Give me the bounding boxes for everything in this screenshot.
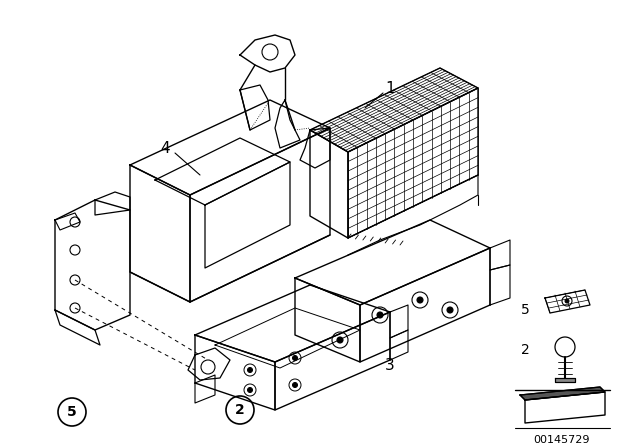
Circle shape xyxy=(417,297,423,303)
Circle shape xyxy=(248,388,253,392)
Circle shape xyxy=(565,299,569,303)
Circle shape xyxy=(292,383,298,388)
Text: 2: 2 xyxy=(520,343,529,357)
Text: 4: 4 xyxy=(160,141,170,155)
Polygon shape xyxy=(555,378,575,382)
Circle shape xyxy=(292,356,298,361)
Text: 1: 1 xyxy=(385,81,395,95)
Circle shape xyxy=(447,307,453,313)
Text: 3: 3 xyxy=(385,358,395,372)
Circle shape xyxy=(248,367,253,372)
Circle shape xyxy=(337,337,343,343)
Polygon shape xyxy=(520,387,605,400)
Text: 2: 2 xyxy=(235,403,245,417)
Text: 00145729: 00145729 xyxy=(534,435,590,445)
Circle shape xyxy=(377,312,383,318)
Text: 5: 5 xyxy=(520,303,529,317)
Text: 5: 5 xyxy=(67,405,77,419)
